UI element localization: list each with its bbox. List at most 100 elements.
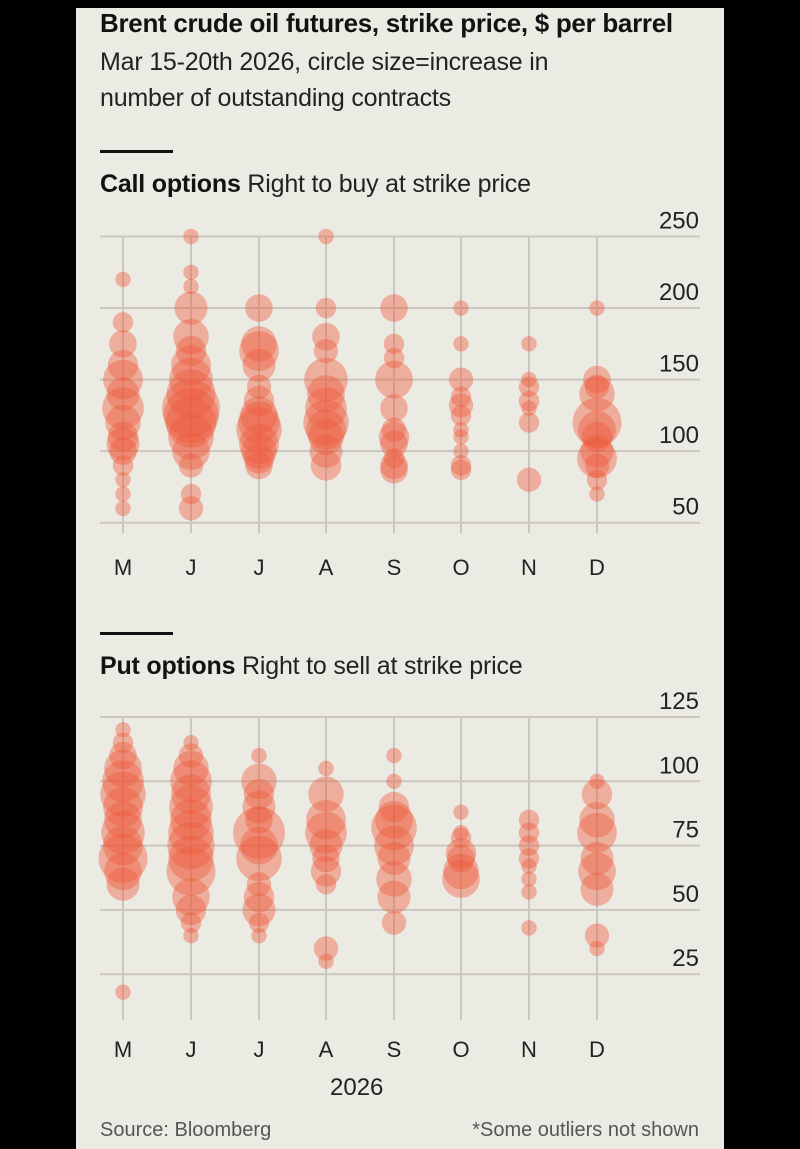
bubble-point — [245, 451, 273, 480]
bubble-point — [166, 846, 216, 896]
bubble-point — [312, 844, 340, 873]
y-tick-label: 125 — [659, 688, 699, 715]
bubble-point — [243, 443, 275, 474]
bubble-point — [318, 228, 334, 245]
bubble-point — [586, 469, 608, 491]
bubble-point — [572, 398, 622, 447]
bubble-point — [115, 722, 131, 738]
bubble-point — [371, 804, 417, 851]
bubble-point — [380, 455, 408, 484]
bubble-point — [168, 835, 214, 882]
bubble-point — [167, 822, 215, 870]
bubble-point — [236, 406, 282, 453]
bubble-point — [245, 806, 273, 834]
x-tick-label: J — [186, 555, 197, 580]
bubble-point — [115, 472, 131, 488]
bubble-point — [380, 430, 408, 458]
x-tick-label: N — [521, 555, 537, 580]
bubble-point — [183, 264, 199, 280]
section-rule-calls — [100, 150, 173, 153]
bubble-point — [173, 318, 209, 355]
bubble-point — [104, 852, 142, 891]
bubble-point — [172, 878, 210, 916]
bubble-point — [374, 825, 414, 866]
bubble-point — [453, 825, 469, 841]
x-tick-label: D — [589, 1037, 605, 1062]
section-rule-puts — [100, 632, 173, 635]
bubble-point — [518, 412, 540, 433]
bubble-point — [248, 912, 270, 933]
bubble-point — [448, 393, 474, 418]
bubble-point — [307, 375, 345, 413]
bubble-point — [170, 760, 212, 803]
bubble-point — [251, 747, 267, 764]
x-tick-label: M — [114, 555, 132, 580]
bubble-point — [518, 809, 540, 831]
bubble-point — [243, 778, 275, 810]
bubble-point — [521, 884, 537, 900]
bubble-point — [242, 348, 276, 382]
bubble-point — [98, 834, 148, 883]
bubble-point — [318, 760, 334, 777]
bubble-point — [377, 880, 411, 914]
bubble-point — [243, 881, 275, 913]
bubble-point — [174, 291, 208, 325]
bubble-point — [170, 798, 212, 841]
bubble-point — [169, 785, 213, 829]
bubble-point — [580, 434, 614, 468]
bubble-point — [375, 801, 413, 839]
bubble-point — [448, 367, 474, 392]
bubble-point — [313, 936, 339, 961]
x-tick-label: N — [521, 1037, 537, 1062]
bubble-point — [453, 443, 469, 459]
x-tick-label: O — [452, 555, 469, 580]
bubble-point — [521, 336, 537, 352]
bubble-point — [239, 331, 279, 371]
bubble-point — [241, 326, 277, 362]
bubble-point — [310, 856, 342, 887]
bubble-point — [306, 409, 346, 450]
bubble-point — [240, 396, 278, 435]
x-tick-label: D — [589, 555, 605, 580]
bubble-point — [115, 984, 131, 1000]
bubble-point — [518, 390, 540, 412]
bubble-point — [233, 806, 285, 859]
bubble-point — [107, 421, 139, 453]
bubble-point — [309, 434, 343, 468]
bubble-point — [109, 741, 137, 770]
bubble-point — [450, 827, 472, 849]
bubble-point — [453, 300, 469, 316]
bubble-point — [380, 294, 408, 322]
bubble-point — [104, 749, 142, 788]
bubble-point — [589, 300, 605, 316]
bubble-point — [445, 838, 477, 869]
bubble-point — [315, 297, 337, 319]
bubble-point — [581, 778, 613, 810]
bubble-point — [183, 735, 199, 751]
bubble-point — [171, 345, 211, 386]
bubble-point — [180, 912, 202, 933]
bubble-point — [112, 732, 134, 753]
bubble-point — [309, 829, 343, 863]
bubble-point — [305, 811, 347, 854]
bubble-point — [378, 791, 410, 823]
bubble-point — [518, 848, 540, 869]
bubble-point — [584, 453, 610, 478]
bubble-point — [105, 404, 141, 441]
bubble-point — [450, 386, 472, 408]
bubble-point — [577, 812, 617, 853]
chart-subtitle: Mar 15-20th 2026, circle size=increase i… — [100, 48, 549, 112]
bubble-point — [310, 450, 342, 481]
bubble-point — [304, 357, 348, 402]
bubble-point — [178, 496, 204, 521]
bubble-point — [386, 773, 402, 789]
bubble-point — [251, 927, 267, 944]
bubble-point — [103, 359, 143, 400]
bubble-point — [112, 455, 134, 476]
bubble-point — [521, 400, 537, 416]
y-tick-label: 100 — [659, 752, 699, 779]
bubble-point — [183, 228, 199, 245]
outliers-footnote: *Some outliers not shown — [472, 1119, 699, 1141]
y-tick-label: 75 — [672, 817, 699, 844]
bubble-point — [589, 773, 605, 789]
